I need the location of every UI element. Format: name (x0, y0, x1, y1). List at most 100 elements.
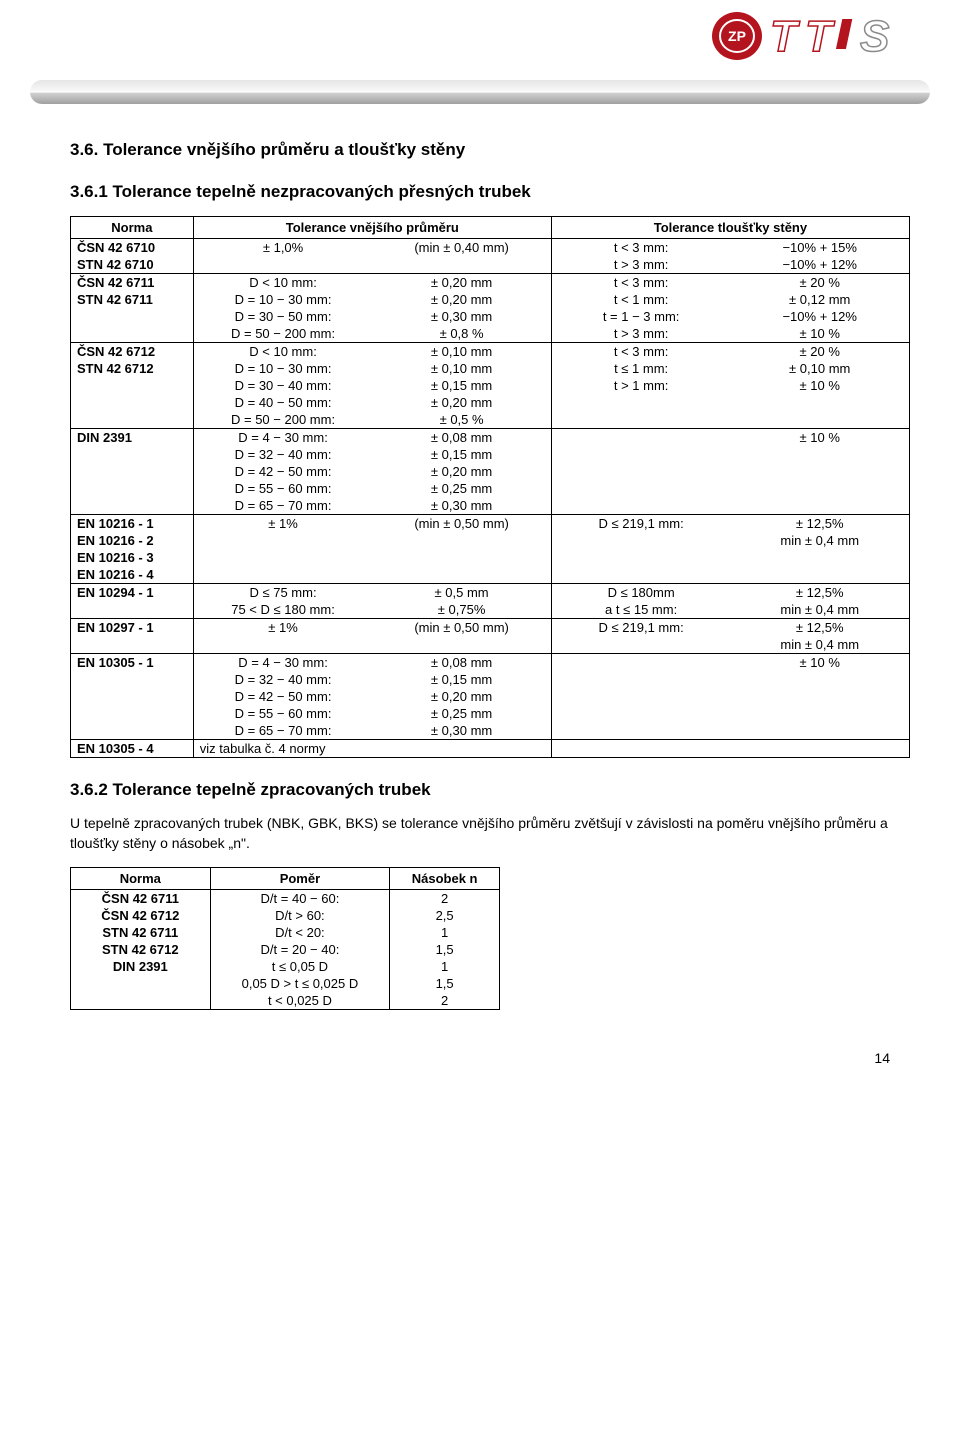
cell (372, 532, 551, 549)
cell: ± 0,20 mm (372, 463, 551, 480)
cell: t ≤ 1 mm: (551, 360, 730, 377)
cell: ± 0,5 mm (372, 584, 551, 602)
cell: t < 3 mm: (551, 274, 730, 292)
cell: t < 0,025 D (210, 992, 390, 1010)
cell (730, 480, 909, 497)
cell: ČSN 42 6712 (71, 907, 211, 924)
cell: D/t < 20: (210, 924, 390, 941)
cell: D = 42 − 50 mm: (193, 688, 372, 705)
cell (551, 740, 909, 758)
main-content: 3.6. Tolerance vnějšího průměru a tloušť… (70, 140, 910, 1066)
cell (71, 722, 194, 740)
tolerance-table-2: Norma Poměr Násobek n ČSN 42 6711D/t = 4… (70, 867, 500, 1010)
cell (372, 549, 551, 566)
cell: min ± 0,4 mm (730, 601, 909, 619)
cell: ± 0,25 mm (372, 480, 551, 497)
cell: DIN 2391 (71, 958, 211, 975)
cell (372, 566, 551, 584)
table-row: D = 65 − 70 mm:± 0,30 mm (71, 722, 910, 740)
table-row: EN 10216 - 2min ± 0,4 mm (71, 532, 910, 549)
cell: ± 12,5% (730, 584, 909, 602)
table-row: STN 42 6712D/t = 20 − 40:1,5 (71, 941, 500, 958)
t2-head-norma: Norma (71, 868, 211, 890)
table-row: D = 32 − 40 mm:± 0,15 mm (71, 671, 910, 688)
cell (193, 636, 372, 654)
t2-head-nasobek: Násobek n (390, 868, 500, 890)
cell: STN 42 6712 (71, 360, 194, 377)
cell: EN 10216 - 3 (71, 549, 194, 566)
cell: ± 12,5% (730, 619, 909, 637)
table-row: D = 50 − 200 mm:± 0,5 % (71, 411, 910, 429)
cell: ± 0,08 mm (372, 654, 551, 672)
cell: D/t > 60: (210, 907, 390, 924)
cell: 1 (390, 958, 500, 975)
cell (372, 256, 551, 274)
cell (551, 394, 730, 411)
cell: ČSN 42 6710 (71, 239, 194, 257)
cell: ± 12,5% (730, 515, 909, 533)
cell: (min ± 0,50 mm) (372, 515, 551, 533)
cell: D = 32 − 40 mm: (193, 446, 372, 463)
cell: ± 0,30 mm (372, 722, 551, 740)
cell: 1,5 (390, 975, 500, 992)
cell (71, 446, 194, 463)
cell: D = 32 − 40 mm: (193, 671, 372, 688)
cell (551, 429, 730, 447)
cell (372, 636, 551, 654)
cell (551, 566, 730, 584)
cell (551, 446, 730, 463)
cell (730, 411, 909, 429)
cell: t > 3 mm: (551, 325, 730, 343)
cell: 0,05 D > t ≤ 0,025 D (210, 975, 390, 992)
cell: D = 50 − 200 mm: (193, 325, 372, 343)
cell: ± 1% (193, 619, 372, 637)
table-row: D = 55 − 60 mm:± 0,25 mm (71, 480, 910, 497)
cell: (min ± 0,40 mm) (372, 239, 551, 257)
cell (71, 975, 211, 992)
cell: EN 10297 - 1 (71, 619, 194, 637)
table-row: D = 42 − 50 mm:± 0,20 mm (71, 463, 910, 480)
cell (193, 256, 372, 274)
paragraph-362: U tepelně zpracovaných trubek (NBK, GBK,… (70, 814, 910, 853)
table-row: DIN 2391t ≤ 0,05 D1 (71, 958, 500, 975)
cell: D = 10 − 30 mm: (193, 360, 372, 377)
cell: −10% + 15% (730, 239, 909, 257)
cell: ± 0,12 mm (730, 291, 909, 308)
tts-logo-icon: T T S (770, 11, 930, 61)
cell (551, 636, 730, 654)
cell: D = 30 − 40 mm: (193, 377, 372, 394)
cell: ČSN 42 6711 (71, 274, 194, 292)
cell: ± 20 % (730, 343, 909, 361)
cell: D = 4 − 30 mm: (193, 654, 372, 672)
cell: ± 0,8 % (372, 325, 551, 343)
cell: EN 10216 - 2 (71, 532, 194, 549)
cell: D = 10 − 30 mm: (193, 291, 372, 308)
table-row: STN 42 6711D/t < 20:1 (71, 924, 500, 941)
cell: t < 1 mm: (551, 291, 730, 308)
table-row: DIN 2391D = 4 − 30 mm:± 0,08 mm± 10 % (71, 429, 910, 447)
table-row: D = 65 − 70 mm:± 0,30 mm (71, 497, 910, 515)
cell: STN 42 6711 (71, 291, 194, 308)
zp-logo-icon: ZP (710, 10, 764, 62)
cell (551, 705, 730, 722)
table-row: ČSN 42 6712D/t > 60:2,5 (71, 907, 500, 924)
cell: t > 3 mm: (551, 256, 730, 274)
cell: D/t = 40 − 60: (210, 890, 390, 908)
cell: ± 0,08 mm (372, 429, 551, 447)
cell: ± 0,15 mm (372, 377, 551, 394)
table-row: STN 42 6712D = 10 − 30 mm:± 0,10 mmt ≤ 1… (71, 360, 910, 377)
cell: D = 4 − 30 mm: (193, 429, 372, 447)
cell: ± 0,20 mm (372, 291, 551, 308)
cell: D ≤ 180mm (551, 584, 730, 602)
logo-area: ZP T T S (710, 10, 930, 62)
cell (71, 377, 194, 394)
table-row: EN 10216 - 3 (71, 549, 910, 566)
cell: ± 1,0% (193, 239, 372, 257)
cell (551, 411, 730, 429)
table-row: EN 10305 - 1D = 4 − 30 mm:± 0,08 mm± 10 … (71, 654, 910, 672)
cell (71, 636, 194, 654)
cell: D ≤ 219,1 mm: (551, 515, 730, 533)
cell: −10% + 12% (730, 308, 909, 325)
table-row: D = 50 − 200 mm:± 0,8 %t > 3 mm:± 10 % (71, 325, 910, 343)
cell: D/t = 20 − 40: (210, 941, 390, 958)
